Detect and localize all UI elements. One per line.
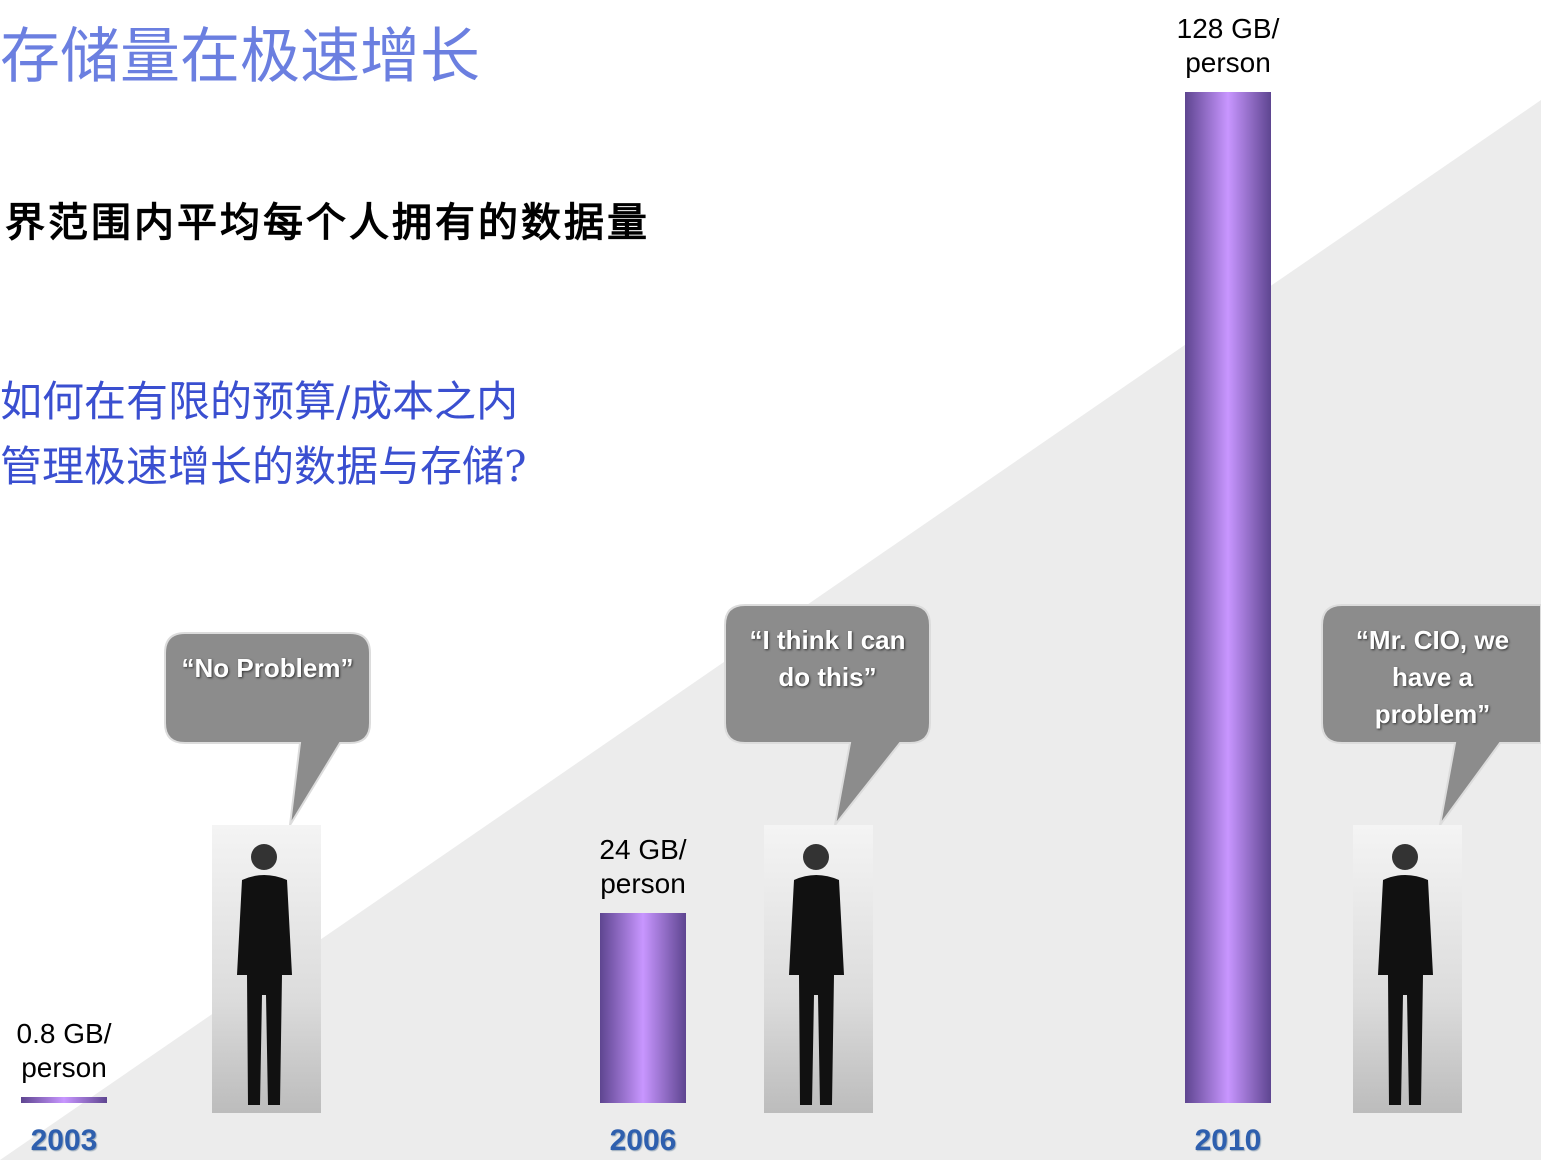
question-line: 如何在有限的预算/成本之内 [0, 377, 519, 426]
x-tick-label: 2010 [1194, 1124, 1262, 1157]
x-tick-label: 2003 [30, 1124, 98, 1157]
bubbles [164, 604, 1541, 826]
bar [600, 913, 686, 1103]
person-photos [212, 825, 1462, 1113]
x-tick-label: 2006 [609, 1124, 677, 1157]
speech-bubble-text: “No Problem” [181, 653, 354, 683]
question-line: 管理极速增长的数据与存储? [0, 442, 527, 491]
bar [1185, 92, 1271, 1103]
slide-title: 存储量在极速增长 [0, 22, 480, 92]
speech-bubble-text: “I think I can do this” [749, 625, 906, 692]
speech-bubble-text: “Mr. CIO, we have a problem” [1355, 625, 1510, 729]
subtitle: 界范围内平均每个人拥有的数据量 [5, 201, 650, 245]
value-label: 24 GB/ person [599, 834, 687, 900]
value-label: 128 GB/ person [1176, 13, 1280, 78]
value-label: 0.8 GB/ person [16, 1017, 112, 1083]
bar [21, 1096, 107, 1103]
